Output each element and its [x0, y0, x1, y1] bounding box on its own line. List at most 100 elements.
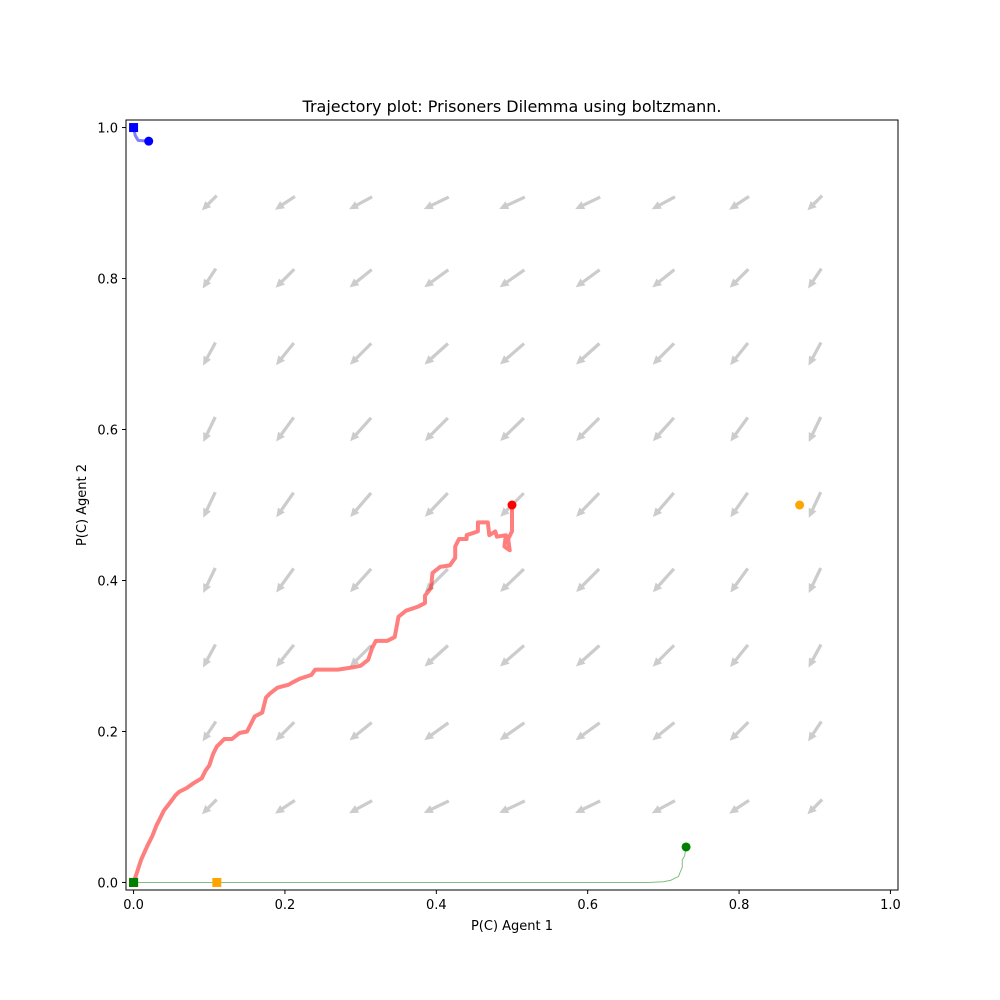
trajectory-start-marker — [681, 842, 691, 852]
vector-arrow — [350, 416, 373, 442]
vector-arrow — [203, 341, 217, 366]
vector-arrow — [202, 267, 218, 289]
x-tick-label: 0.6 — [577, 898, 598, 913]
vector-arrow — [575, 799, 601, 813]
vector-arrow — [807, 798, 824, 815]
vector-arrow — [349, 342, 373, 365]
y-axis-label: P(C) Agent 2 — [75, 464, 90, 546]
vector-arrow — [424, 268, 450, 288]
x-tick-label: 0.4 — [426, 898, 447, 913]
y-tick-label: 0.4 — [97, 574, 118, 589]
y-tick-label: 0.8 — [97, 273, 118, 288]
vector-arrow — [652, 342, 676, 365]
vector-arrow — [652, 567, 676, 593]
vector-arrow — [808, 416, 823, 442]
vector-arrow — [424, 644, 450, 667]
vector-arrow — [729, 721, 750, 741]
trajectory-markers — [129, 123, 805, 887]
vector-arrow — [203, 491, 217, 518]
y-tick-label: 0.2 — [97, 725, 118, 740]
vector-arrow — [424, 416, 449, 441]
trajectory-end-marker — [129, 123, 139, 133]
vector-arrow — [424, 721, 450, 741]
trajectory-line — [131, 503, 514, 885]
trajectory-line — [133, 846, 687, 883]
vector-arrow — [729, 195, 750, 210]
vector-arrow — [203, 567, 217, 593]
vector-arrow — [652, 644, 676, 667]
vector-arrow — [423, 799, 450, 813]
vector-arrow — [730, 416, 750, 442]
vector-arrow — [808, 267, 823, 289]
x-tick-label: 0.8 — [729, 898, 750, 913]
vector-arrow — [808, 643, 823, 668]
vector-arrow — [808, 567, 823, 593]
vector-arrow — [576, 567, 601, 592]
vector-arrow — [275, 195, 296, 210]
vector-arrow — [730, 643, 750, 667]
vector-arrow — [729, 799, 750, 814]
vector-arrow — [201, 798, 218, 815]
vector-arrow — [730, 342, 750, 366]
vector-arrow — [275, 721, 296, 741]
vector-arrow — [275, 268, 296, 288]
vector-arrow — [500, 644, 526, 667]
vector-arrow — [203, 416, 217, 442]
vector-arrow — [652, 721, 676, 741]
chart-title: Trajectory plot: Prisoners Dilemma using… — [302, 97, 722, 116]
vector-field — [201, 194, 824, 815]
vector-arrow — [349, 195, 373, 210]
vector-arrow — [499, 195, 526, 209]
trajectory-start-marker — [795, 500, 805, 510]
vector-arrow — [203, 643, 217, 668]
vector-arrow — [349, 721, 373, 741]
vector-arrow — [276, 567, 295, 593]
vector-arrow — [424, 342, 450, 365]
vector-arrow — [651, 799, 676, 814]
vector-arrow — [576, 492, 601, 517]
vector-arrow — [499, 799, 526, 813]
vector-arrow — [423, 195, 450, 210]
vector-arrow — [808, 491, 823, 518]
vector-arrow — [276, 491, 295, 518]
y-tick-label: 0.6 — [97, 424, 118, 439]
vector-arrow — [729, 268, 750, 288]
trajectory-end-marker — [212, 877, 222, 887]
x-axis-label: P(C) Agent 1 — [471, 919, 553, 934]
vector-arrow — [201, 194, 218, 211]
vector-arrow — [275, 799, 296, 814]
vector-arrow — [276, 416, 295, 442]
vector-arrow — [576, 416, 601, 441]
x-tick-label: 1.0 — [880, 898, 901, 913]
vector-arrow — [575, 268, 601, 288]
vector-arrow — [652, 416, 676, 442]
vector-arrow — [575, 195, 601, 210]
vector-arrow — [808, 720, 823, 742]
vector-arrow — [349, 644, 373, 667]
vector-arrow — [651, 195, 676, 210]
vector-arrow — [499, 268, 526, 288]
vector-arrow — [652, 268, 676, 288]
vector-arrow — [276, 342, 296, 366]
axis-ticks: 0.0 0.2 0.4 0.6 0.8 1.0 0.0 0.2 0.4 0.6 0.8 1.0 — [97, 122, 900, 913]
x-tick-label: 0.0 — [123, 898, 144, 913]
trajectory-start-marker — [144, 136, 154, 146]
y-tick-label: 0.0 — [97, 876, 118, 891]
vector-arrow — [576, 644, 601, 667]
trajectory-end-marker — [129, 877, 139, 887]
x-tick-label: 0.2 — [275, 898, 296, 913]
vector-arrow — [652, 491, 675, 517]
vector-arrow — [500, 567, 525, 592]
vector-arrow — [575, 721, 601, 741]
vector-arrow — [730, 567, 750, 593]
vector-arrow — [576, 342, 601, 365]
vector-arrow — [500, 416, 525, 441]
vector-arrow — [350, 491, 373, 517]
vector-arrow — [500, 342, 526, 365]
vector-arrow — [349, 799, 373, 814]
vector-arrow — [807, 194, 824, 211]
trajectory-start-marker — [507, 500, 517, 510]
y-tick-label: 1.0 — [97, 122, 118, 137]
